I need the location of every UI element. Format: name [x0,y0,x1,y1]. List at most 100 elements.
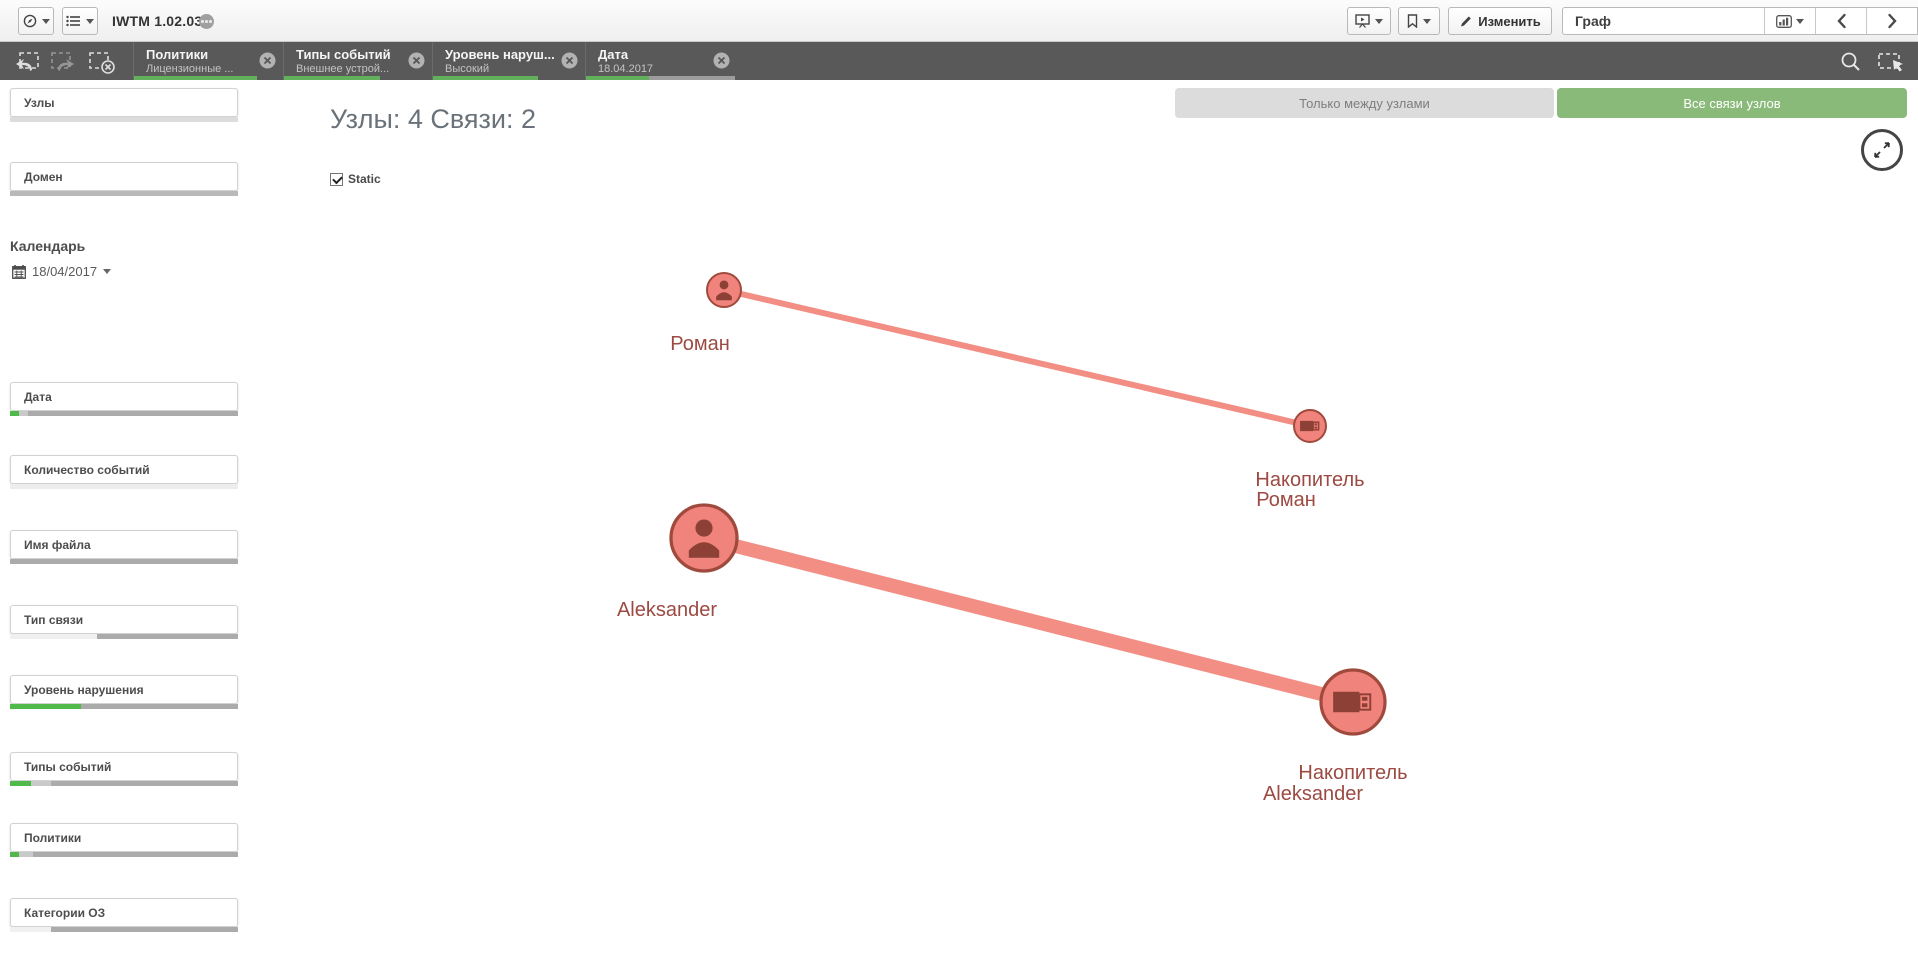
top-toolbar: IWTM 1.02.03 Изменить Граф [0,0,1918,42]
listbox-selection-bar [10,117,238,122]
close-icon[interactable] [561,52,578,69]
listbox-label: Типы событий [24,759,112,774]
listbox-Политики[interactable]: Политики [10,823,238,852]
listbox-selection-bar [10,634,238,639]
graph-summary-title: Узлы: 4 Связи: 2 [330,104,537,134]
sheet-navigation-bar: Граф [1562,7,1918,35]
usb-drive-icon [1333,691,1360,713]
listbox-label: Имя файла [24,537,91,552]
pencil-icon [1461,16,1472,27]
graph-node-aleksander[interactable] [669,503,739,573]
graph-node-label: Накопитель [1298,762,1407,784]
clear-selections-icon[interactable] [86,50,116,74]
bookmarks-button[interactable] [1398,7,1440,35]
tab-field-name: Политики [146,47,209,62]
compass-icon [23,14,36,28]
listbox-selection-bar [10,852,238,857]
graph-node-label: Роман [1256,489,1316,511]
next-sheet-button[interactable] [1867,8,1917,34]
listbox-Типы событий[interactable]: Типы событий [10,752,238,781]
listbox-selection-bar [10,484,238,489]
listbox-Тип связи[interactable]: Тип связи [10,605,238,634]
calendar-icon [12,264,26,279]
graph-node-roman[interactable] [706,272,742,308]
listbox-Дата[interactable]: Дата [10,382,238,411]
sheet-title: Граф [1563,8,1765,34]
caret-down-icon [103,269,112,274]
selection-tab-1[interactable]: Политики Лицензионные ... [133,42,281,80]
calendar-date-picker[interactable]: 18/04/2017 [12,264,112,279]
calendar-date-value: 18/04/2017 [32,264,98,279]
listbox-Уровень нарушения[interactable]: Уровень нарушения [10,675,238,704]
selections-tool-icon[interactable] [1876,51,1906,73]
listbox-selection-bar [10,927,238,932]
expand-arrows-icon [1874,142,1890,158]
listbox-Количество событий[interactable]: Количество событий [10,455,238,484]
graph-node-drive-roman[interactable] [1293,409,1327,443]
selection-tab-3[interactable]: Уровень наруш... Высокий [432,42,583,80]
listbox-Категории ОЗ[interactable]: Категории ОЗ [10,898,238,927]
chart-icon [1776,14,1792,28]
selection-tab-4[interactable]: Дата 18.04.2017 [585,42,735,80]
listbox-Узлы[interactable]: Узлы [10,88,238,117]
calendar-heading: Календарь [10,238,86,254]
usb-drive-icon [1300,420,1314,432]
previous-sheet-button[interactable] [1816,8,1867,34]
sheet-selector-button[interactable] [1765,8,1816,34]
chevron-left-icon [1836,13,1846,29]
tab-selected-value: 18.04.2017 [598,63,654,75]
graph-node-label: Накопитель [1255,469,1364,491]
edit-button-label: Изменить [1478,13,1541,29]
listbox-label: Домен [24,169,63,184]
listbox-label: Тип связи [24,612,84,627]
listbox-label: Категории ОЗ [24,905,106,920]
static-checkbox[interactable] [330,172,343,186]
tab-selection-indicator [586,76,649,80]
navigation-menu-button[interactable] [18,7,54,35]
caret-down-icon [41,18,50,24]
edit-button[interactable]: Изменить [1448,7,1552,35]
tab-field-name: Дата [598,47,629,62]
close-icon[interactable] [259,52,276,69]
app-title: IWTM 1.02.03 [112,13,203,29]
caret-down-icon [1796,18,1804,24]
search-icon[interactable] [1838,51,1864,73]
links-between-nodes-button[interactable]: Только между узлами [1175,88,1554,118]
presentation-icon [1355,14,1370,28]
step-back-selection-icon[interactable] [12,50,42,74]
tab-selected-value: Высокий [445,63,490,75]
person-icon [719,280,729,290]
listbox-label: Количество событий [24,462,150,477]
chevron-right-icon [1887,13,1897,29]
step-forward-selection-icon[interactable] [48,50,78,74]
graph-edge-aleksander-drive-aleksander [697,531,1360,709]
listbox-selection-bar [10,781,238,786]
graph-node-label: Aleksander [617,599,717,621]
selection-tab-2[interactable]: Типы событий Внешнее устрой... [283,42,430,80]
tab-selected-value: Лицензионные ... [146,63,234,75]
listbox-label: Дата [24,389,52,404]
selections-bar: Политики Лицензионные ... Типы событий Вне… [0,42,1918,80]
static-toggle-row: Static [330,172,381,186]
listbox-label: Политики [24,830,82,845]
graph-node-label: Aleksander [1263,783,1363,805]
listbox-Имя файла[interactable]: Имя файла [10,530,238,559]
storytelling-button[interactable] [1347,7,1391,35]
tab-selection-indicator [134,76,258,80]
listbox-Домен[interactable]: Домен [10,162,238,191]
all-node-links-button[interactable]: Все связи узлов [1557,88,1907,118]
fullscreen-toggle-button[interactable] [1861,129,1903,171]
graph-node-drive-aleksander[interactable] [1319,668,1387,736]
caret-down-icon [1423,18,1431,24]
tab-field-name: Уровень наруш... [445,47,555,62]
app-options-button[interactable] [62,7,98,35]
graph-edge-roman-drive-roman [721,287,1313,429]
list-icon [66,15,80,27]
listbox-selection-bar [10,411,238,416]
close-icon[interactable] [408,52,425,69]
caret-down-icon [1375,18,1383,24]
listbox-selection-bar [10,191,238,196]
listbox-label: Узлы [24,95,55,110]
listbox-selection-bar [10,704,238,709]
close-icon[interactable] [713,52,730,69]
